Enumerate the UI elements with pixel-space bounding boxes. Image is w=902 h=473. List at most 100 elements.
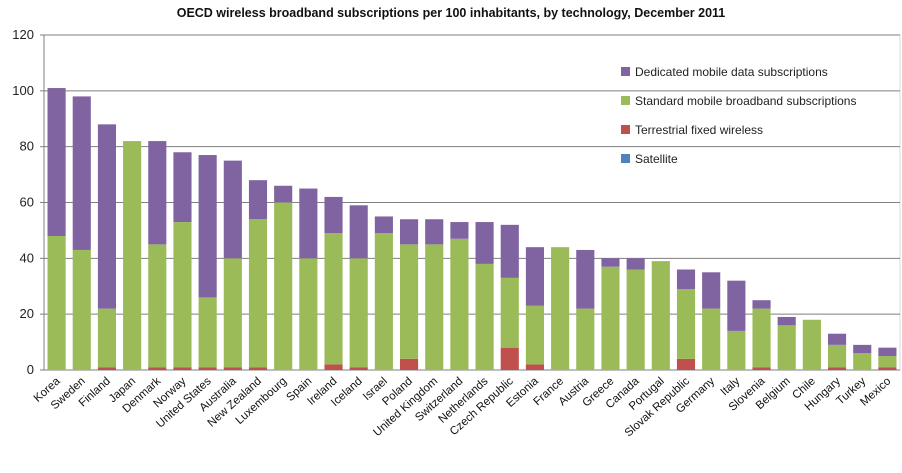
bar-australia-dedicated-mobile-data-subscriptions — [223, 160, 242, 259]
bar-group-ireland — [324, 196, 343, 370]
bar-group-austria — [576, 249, 595, 370]
bar-luxembourg-standard-mobile-broadband-subscriptions — [274, 202, 293, 370]
bar-netherlands-standard-mobile-broadband-subscriptions — [475, 263, 494, 370]
bar-group-italy — [727, 280, 746, 370]
bar-united-states-standard-mobile-broadband-subscriptions — [198, 297, 217, 368]
bar-germany-standard-mobile-broadband-subscriptions — [702, 308, 721, 370]
bar-group-finland — [97, 124, 117, 370]
bar-austria-dedicated-mobile-data-subscriptions — [576, 249, 595, 309]
bar-group-belgium — [777, 316, 796, 370]
bar-turkey-standard-mobile-broadband-subscriptions — [853, 353, 872, 370]
bar-estonia-terrestrial-fixed-wireless — [525, 364, 545, 370]
bar-group-portugal — [651, 261, 670, 370]
chart-title: OECD wireless broadband subscriptions pe… — [176, 6, 726, 20]
bar-israel-dedicated-mobile-data-subscriptions — [374, 216, 393, 234]
bar-united-kingdom-dedicated-mobile-data-subscriptions — [425, 219, 444, 245]
bar-canada-dedicated-mobile-data-subscriptions — [626, 258, 645, 270]
bar-group-canada — [626, 258, 645, 370]
bar-norway-dedicated-mobile-data-subscriptions — [173, 152, 192, 223]
bar-slovenia-standard-mobile-broadband-subscriptions — [752, 308, 771, 368]
bar-group-france — [551, 247, 570, 370]
bar-group-chile — [802, 319, 821, 370]
bar-sweden-dedicated-mobile-data-subscriptions — [72, 96, 91, 250]
y-tick-label-100: 100 — [12, 83, 34, 98]
y-tick-label-120: 120 — [12, 27, 34, 42]
bar-denmark-standard-mobile-broadband-subscriptions — [148, 244, 167, 368]
bar-iceland-standard-mobile-broadband-subscriptions — [349, 258, 368, 368]
bar-france-standard-mobile-broadband-subscriptions — [551, 247, 570, 370]
bar-group-switzerland — [450, 222, 469, 370]
bar-group-czech-republic — [500, 224, 519, 370]
bar-norway-terrestrial-fixed-wireless — [173, 367, 192, 370]
y-tick-label-0: 0 — [27, 362, 34, 377]
y-tick-label-20: 20 — [20, 306, 34, 321]
bar-mexico-standard-mobile-broadband-subscriptions — [878, 356, 897, 368]
bar-slovak-republic-dedicated-mobile-data-subscriptions — [676, 269, 696, 290]
bar-czech-republic-terrestrial-fixed-wireless — [500, 347, 519, 370]
bar-united-states-terrestrial-fixed-wireless — [198, 367, 217, 370]
bar-finland-terrestrial-fixed-wireless — [97, 367, 117, 370]
y-tick-label-80: 80 — [20, 139, 34, 154]
legend-swatch-terrestrial-fixed-wireless — [621, 125, 630, 134]
bar-group-germany — [702, 272, 721, 370]
bar-group-australia — [223, 160, 242, 370]
bar-group-new-zealand — [248, 180, 268, 370]
bar-norway-standard-mobile-broadband-subscriptions — [173, 222, 192, 368]
bar-group-spain — [299, 188, 318, 370]
bar-sweden-standard-mobile-broadband-subscriptions — [72, 249, 91, 370]
bar-ireland-terrestrial-fixed-wireless — [324, 364, 343, 370]
bar-group-netherlands — [475, 222, 494, 370]
bar-group-greece — [601, 258, 620, 370]
bar-group-turkey — [853, 344, 872, 370]
bar-poland-standard-mobile-broadband-subscriptions — [399, 244, 419, 359]
bar-netherlands-dedicated-mobile-data-subscriptions — [475, 222, 494, 264]
bar-estonia-dedicated-mobile-data-subscriptions — [525, 247, 545, 306]
bar-turkey-dedicated-mobile-data-subscriptions — [853, 344, 872, 354]
legend-swatch-dedicated-mobile-data-subscriptions — [621, 67, 630, 76]
bar-estonia-standard-mobile-broadband-subscriptions — [525, 305, 545, 365]
bar-czech-republic-standard-mobile-broadband-subscriptions — [500, 277, 519, 348]
bar-hungary-standard-mobile-broadband-subscriptions — [827, 344, 847, 368]
bar-group-slovak-republic — [676, 269, 696, 370]
bar-group-hungary — [827, 333, 847, 370]
legend-swatch-satellite — [621, 154, 630, 163]
bar-group-slovenia — [752, 300, 771, 370]
bar-portugal-standard-mobile-broadband-subscriptions — [651, 261, 670, 370]
bar-italy-dedicated-mobile-data-subscriptions — [727, 280, 746, 331]
bar-group-luxembourg — [274, 185, 293, 370]
bar-ireland-standard-mobile-broadband-subscriptions — [324, 233, 343, 365]
bar-group-japan — [123, 141, 142, 370]
bar-group-estonia — [525, 247, 545, 370]
legend-label-satellite: Satellite — [635, 152, 678, 166]
bar-czech-republic-dedicated-mobile-data-subscriptions — [500, 224, 519, 278]
bar-spain-standard-mobile-broadband-subscriptions — [299, 258, 318, 370]
bar-italy-standard-mobile-broadband-subscriptions — [727, 330, 746, 370]
bar-greece-dedicated-mobile-data-subscriptions — [601, 258, 620, 267]
bar-slovak-republic-terrestrial-fixed-wireless — [676, 358, 696, 370]
bar-chile-standard-mobile-broadband-subscriptions — [802, 319, 821, 370]
bar-slovak-republic-standard-mobile-broadband-subscriptions — [676, 289, 696, 359]
bar-denmark-terrestrial-fixed-wireless — [148, 367, 167, 370]
bar-group-united-states — [198, 155, 217, 370]
bar-poland-dedicated-mobile-data-subscriptions — [399, 219, 419, 245]
legend-label-standard-mobile-broadband-subscriptions: Standard mobile broadband subscriptions — [635, 94, 856, 108]
bar-iceland-dedicated-mobile-data-subscriptions — [349, 205, 368, 259]
bar-group-norway — [173, 152, 192, 370]
bar-new-zealand-terrestrial-fixed-wireless — [248, 367, 268, 370]
bar-group-iceland — [349, 205, 368, 370]
bar-australia-standard-mobile-broadband-subscriptions — [223, 258, 242, 368]
bar-group-mexico — [878, 347, 897, 370]
legend-label-dedicated-mobile-data-subscriptions: Dedicated mobile data subscriptions — [635, 65, 828, 79]
bar-israel-standard-mobile-broadband-subscriptions — [374, 233, 393, 370]
bar-japan-standard-mobile-broadband-subscriptions — [123, 141, 142, 370]
bar-group-united-kingdom — [425, 219, 444, 370]
bar-group-sweden — [72, 96, 91, 370]
legend-swatch-standard-mobile-broadband-subscriptions — [621, 96, 630, 105]
bar-korea-dedicated-mobile-data-subscriptions — [47, 88, 66, 237]
bar-group-israel — [374, 216, 393, 370]
bar-iceland-terrestrial-fixed-wireless — [349, 367, 368, 370]
bar-group-korea — [47, 88, 66, 370]
bar-switzerland-standard-mobile-broadband-subscriptions — [450, 238, 469, 370]
bar-belgium-standard-mobile-broadband-subscriptions — [777, 325, 796, 370]
